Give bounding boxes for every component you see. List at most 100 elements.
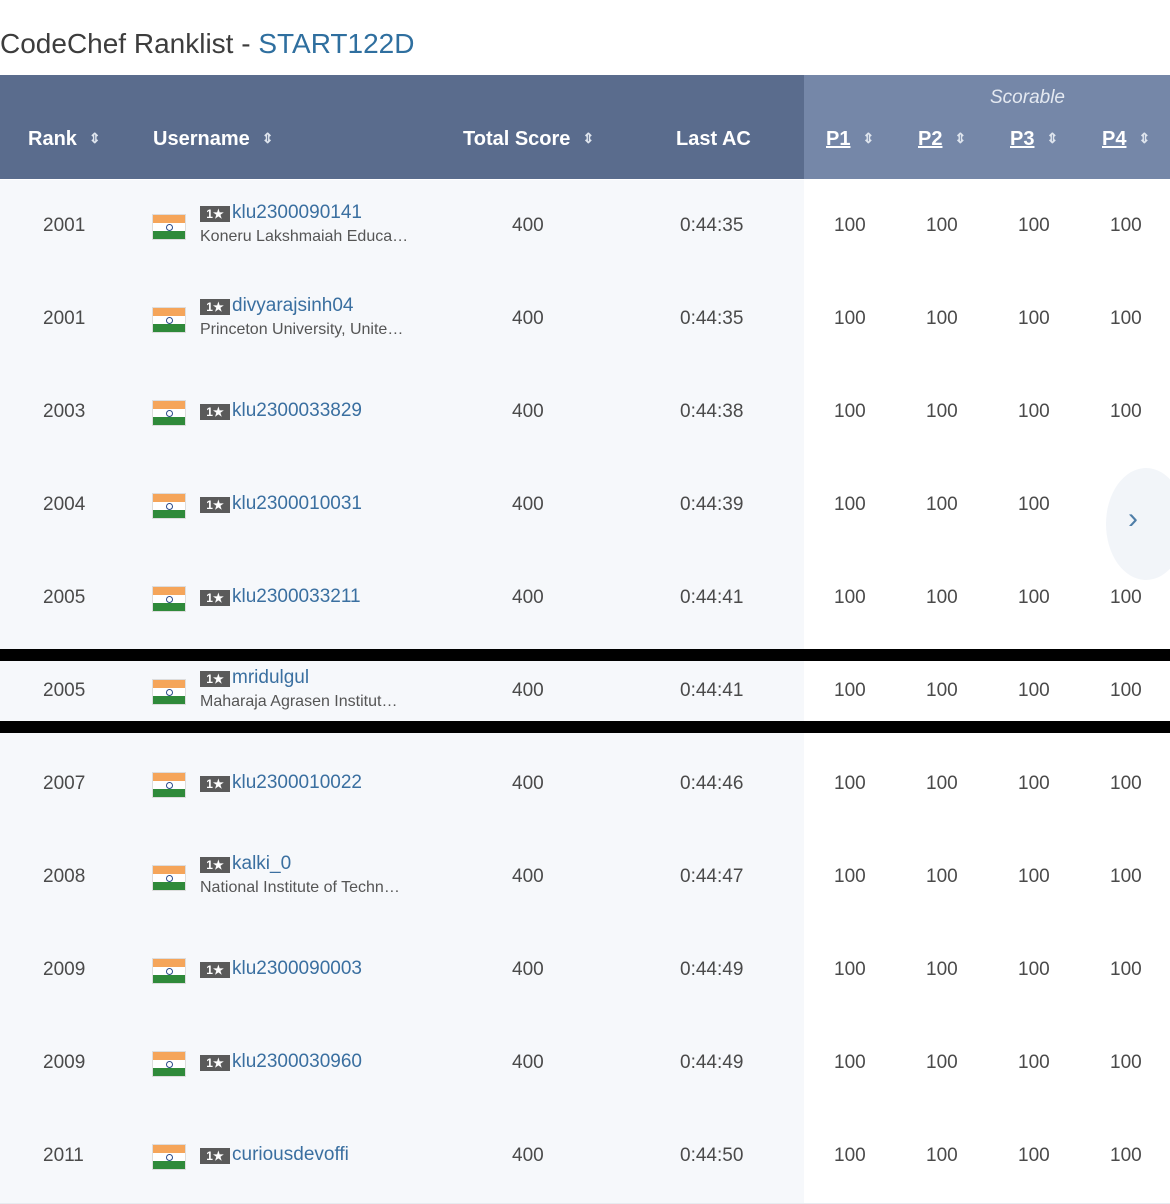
star-rating-badge: 1★ xyxy=(200,1148,230,1164)
p3-score-cell[interactable]: 100 xyxy=(1018,401,1050,422)
star-rating-badge: 1★ xyxy=(200,404,230,420)
row-bg-scorable xyxy=(804,1017,1170,1110)
username-link[interactable]: klu2300090141 xyxy=(232,202,362,223)
p3-score-cell[interactable]: 100 xyxy=(1018,866,1050,887)
p1-score-cell[interactable]: 100 xyxy=(834,866,866,887)
p4-score-cell[interactable]: 100 xyxy=(1110,866,1142,887)
p2-score-cell[interactable]: 100 xyxy=(926,308,958,329)
sort-icon[interactable]: ⇕ xyxy=(1046,130,1059,146)
p4-score-cell[interactable]: 100 xyxy=(1110,1052,1142,1073)
p2-score-cell[interactable]: 100 xyxy=(926,773,958,794)
p2-score-cell[interactable]: 100 xyxy=(926,1052,958,1073)
p1-score-cell[interactable]: 100 xyxy=(834,1052,866,1073)
p3-score-cell[interactable]: 100 xyxy=(1018,215,1050,236)
institution-label: National Institute of Techn… xyxy=(200,879,400,896)
p4-score-cell[interactable]: 100 xyxy=(1110,215,1142,236)
p4-score-cell[interactable]: 100 xyxy=(1110,773,1142,794)
p4-score-cell[interactable]: 100 xyxy=(1110,959,1142,980)
rank-cell: 2001 xyxy=(43,308,86,329)
username-link[interactable]: klu2300010031 xyxy=(232,493,362,514)
row-bg-main xyxy=(0,273,804,366)
sort-icon[interactable]: ⇕ xyxy=(954,130,967,146)
p3-score-cell[interactable]: 100 xyxy=(1018,587,1050,608)
india-flag-icon xyxy=(152,958,186,984)
p3-score-cell[interactable]: 100 xyxy=(1018,308,1050,329)
p1-score-cell[interactable]: 100 xyxy=(834,773,866,794)
sort-icon[interactable]: ⇕ xyxy=(1138,130,1151,146)
p1-column-header[interactable]: P1 ⇕ xyxy=(826,128,874,151)
p4-score-cell[interactable]: 100 xyxy=(1110,1145,1142,1166)
username-link[interactable]: klu2300030960 xyxy=(232,1051,362,1072)
total-score-column-header[interactable]: Total Score ⇕ xyxy=(463,128,594,151)
rank-column-header[interactable]: Rank ⇕ xyxy=(28,128,101,151)
p3-score-cell[interactable]: 100 xyxy=(1018,1145,1050,1166)
p1-score-cell[interactable]: 100 xyxy=(834,401,866,422)
chevron-right-icon: › xyxy=(1128,502,1138,535)
p4-score-cell[interactable]: 100 xyxy=(1110,587,1142,608)
rank-cell: 2005 xyxy=(43,680,86,701)
p3-score-cell[interactable]: 100 xyxy=(1018,959,1050,980)
india-flag-icon xyxy=(152,400,186,426)
p4-score-cell[interactable]: 100 xyxy=(1110,680,1142,701)
p4-score-cell[interactable]: 100 xyxy=(1110,401,1142,422)
p3-score-cell[interactable]: 100 xyxy=(1018,680,1050,701)
username-link[interactable]: klu2300033211 xyxy=(232,586,361,607)
p2-score-cell[interactable]: 100 xyxy=(926,401,958,422)
p3-score-cell[interactable]: 100 xyxy=(1018,494,1050,515)
p2-score-cell[interactable]: 100 xyxy=(926,866,958,887)
username-link[interactable]: kalki_0 xyxy=(232,853,292,874)
p2-score-cell[interactable]: 100 xyxy=(926,587,958,608)
india-flag-icon xyxy=(152,865,186,891)
p1-header-link[interactable]: P1 xyxy=(826,128,851,150)
table-row: 2001 1★ divyarajsinh04 Princeton University… xyxy=(0,273,1170,367)
p2-column-header[interactable]: P2 ⇕ xyxy=(918,128,966,151)
rank-cell: 2008 xyxy=(43,866,86,887)
p3-score-cell[interactable]: 100 xyxy=(1018,773,1050,794)
username-link[interactable]: klu2300033829 xyxy=(232,400,362,421)
username-column-header[interactable]: Username ⇕ xyxy=(153,128,273,151)
contest-code[interactable]: START122D xyxy=(258,28,415,59)
total-score-cell: 400 xyxy=(512,494,544,515)
scroll-right-button[interactable]: › xyxy=(1106,468,1170,580)
table-row: 20041★klu23000100314000:44:3910010010010… xyxy=(0,459,1170,553)
username-link[interactable]: klu2300090003 xyxy=(232,958,362,979)
p2-score-cell[interactable]: 100 xyxy=(926,1145,958,1166)
p2-score-cell[interactable]: 100 xyxy=(926,680,958,701)
total-score-cell: 400 xyxy=(512,1052,544,1073)
p3-score-cell[interactable]: 100 xyxy=(1018,1052,1050,1073)
star-rating-badge: 1★ xyxy=(200,857,230,873)
last-ac-cell: 0:44:49 xyxy=(680,959,744,980)
india-flag-icon xyxy=(152,1051,186,1077)
p3-header-link[interactable]: P3 xyxy=(1010,128,1035,150)
p4-column-header[interactable]: P4 ⇕ xyxy=(1102,128,1150,151)
p2-score-cell[interactable]: 100 xyxy=(926,959,958,980)
sort-icon[interactable]: ⇕ xyxy=(582,130,595,146)
rank-cell: 2001 xyxy=(43,215,86,236)
p3-column-header[interactable]: P3 ⇕ xyxy=(1010,128,1058,151)
sort-icon[interactable]: ⇕ xyxy=(88,130,101,146)
star-rating-badge: 1★ xyxy=(200,671,230,687)
username-link[interactable]: divyarajsinh04 xyxy=(232,295,354,316)
p2-header-link[interactable]: P2 xyxy=(918,128,943,150)
highlight-bar-bottom xyxy=(0,721,1170,733)
p1-score-cell[interactable]: 100 xyxy=(834,680,866,701)
india-flag-icon xyxy=(152,772,186,798)
username-link[interactable]: klu2300010022 xyxy=(232,772,362,793)
username-link[interactable]: mridulgul xyxy=(232,667,310,688)
p2-score-cell[interactable]: 100 xyxy=(926,215,958,236)
username-link[interactable]: curiousdevoffi xyxy=(232,1144,349,1165)
star-rating-badge: 1★ xyxy=(200,962,230,978)
row-bg-scorable xyxy=(804,273,1170,366)
p2-score-cell[interactable]: 100 xyxy=(926,494,958,515)
p1-score-cell[interactable]: 100 xyxy=(834,587,866,608)
p1-score-cell[interactable]: 100 xyxy=(834,959,866,980)
p1-score-cell[interactable]: 100 xyxy=(834,215,866,236)
p4-score-cell[interactable]: 100 xyxy=(1110,308,1142,329)
sort-icon[interactable]: ⇕ xyxy=(261,130,274,146)
sort-icon[interactable]: ⇕ xyxy=(862,130,875,146)
p1-score-cell[interactable]: 100 xyxy=(834,1145,866,1166)
p4-header-link[interactable]: P4 xyxy=(1102,128,1127,150)
institution-label: Koneru Lakshmaiah Educa… xyxy=(200,228,409,245)
p1-score-cell[interactable]: 100 xyxy=(834,494,866,515)
p1-score-cell[interactable]: 100 xyxy=(834,308,866,329)
